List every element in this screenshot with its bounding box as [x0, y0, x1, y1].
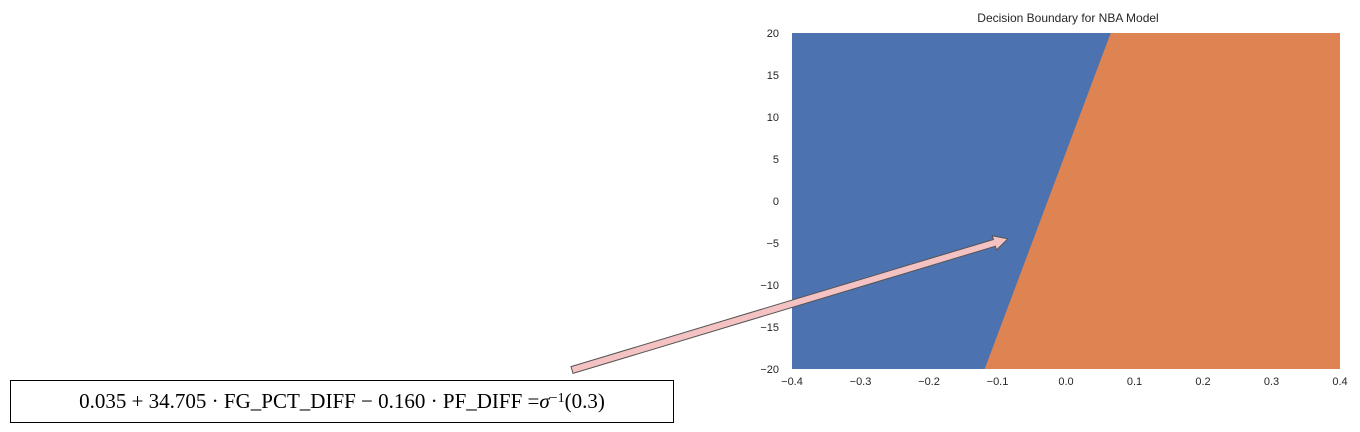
- x-tick-label: 0.3: [1264, 376, 1279, 388]
- x-tick-label: −0.4: [781, 376, 803, 388]
- y-tick-label: −5: [766, 238, 779, 250]
- x-tick-label: −0.1: [987, 376, 1009, 388]
- y-axis-tick-labels: 20 15 10 5 0 −5 −10 −15 −20: [760, 28, 779, 376]
- region-right: [984, 33, 1340, 369]
- annotation-arrow-layer: [570, 235, 1009, 375]
- x-axis-tick-labels: −0.4 −0.3 −0.2 −0.1 0.0 0.1 0.2 0.3 0.4: [781, 376, 1348, 388]
- equation-box: 0.035 + 34.705 · FG_PCT_DIFF − 0.160 · P…: [10, 380, 674, 423]
- annotation-arrow: [570, 235, 1009, 375]
- equation-suffix: (0.3): [564, 389, 605, 413]
- y-tick-label: −20: [760, 364, 779, 376]
- equation-sigma: σ: [539, 389, 550, 413]
- x-tick-label: 0.4: [1332, 376, 1347, 388]
- y-tick-label: 5: [773, 154, 779, 166]
- y-tick-label: 10: [767, 112, 779, 124]
- chart-title: Decision Boundary for NBA Model: [977, 11, 1158, 25]
- x-tick-label: 0.2: [1195, 376, 1210, 388]
- x-tick-label: −0.2: [918, 376, 940, 388]
- y-tick-label: −10: [760, 280, 779, 292]
- equation-prefix: 0.035 + 34.705 · FG_PCT_DIFF − 0.160 · P…: [79, 389, 540, 413]
- y-tick-label: 20: [767, 28, 779, 40]
- equation-superscript: −1: [549, 390, 565, 406]
- plot-area: [792, 33, 1340, 369]
- y-tick-label: −15: [760, 322, 779, 334]
- x-tick-label: 0.1: [1127, 376, 1142, 388]
- x-tick-label: 0.0: [1058, 376, 1073, 388]
- region-left: [792, 33, 1112, 369]
- x-tick-label: −0.3: [850, 376, 872, 388]
- y-tick-label: 15: [767, 70, 779, 82]
- y-tick-label: 0: [773, 196, 779, 208]
